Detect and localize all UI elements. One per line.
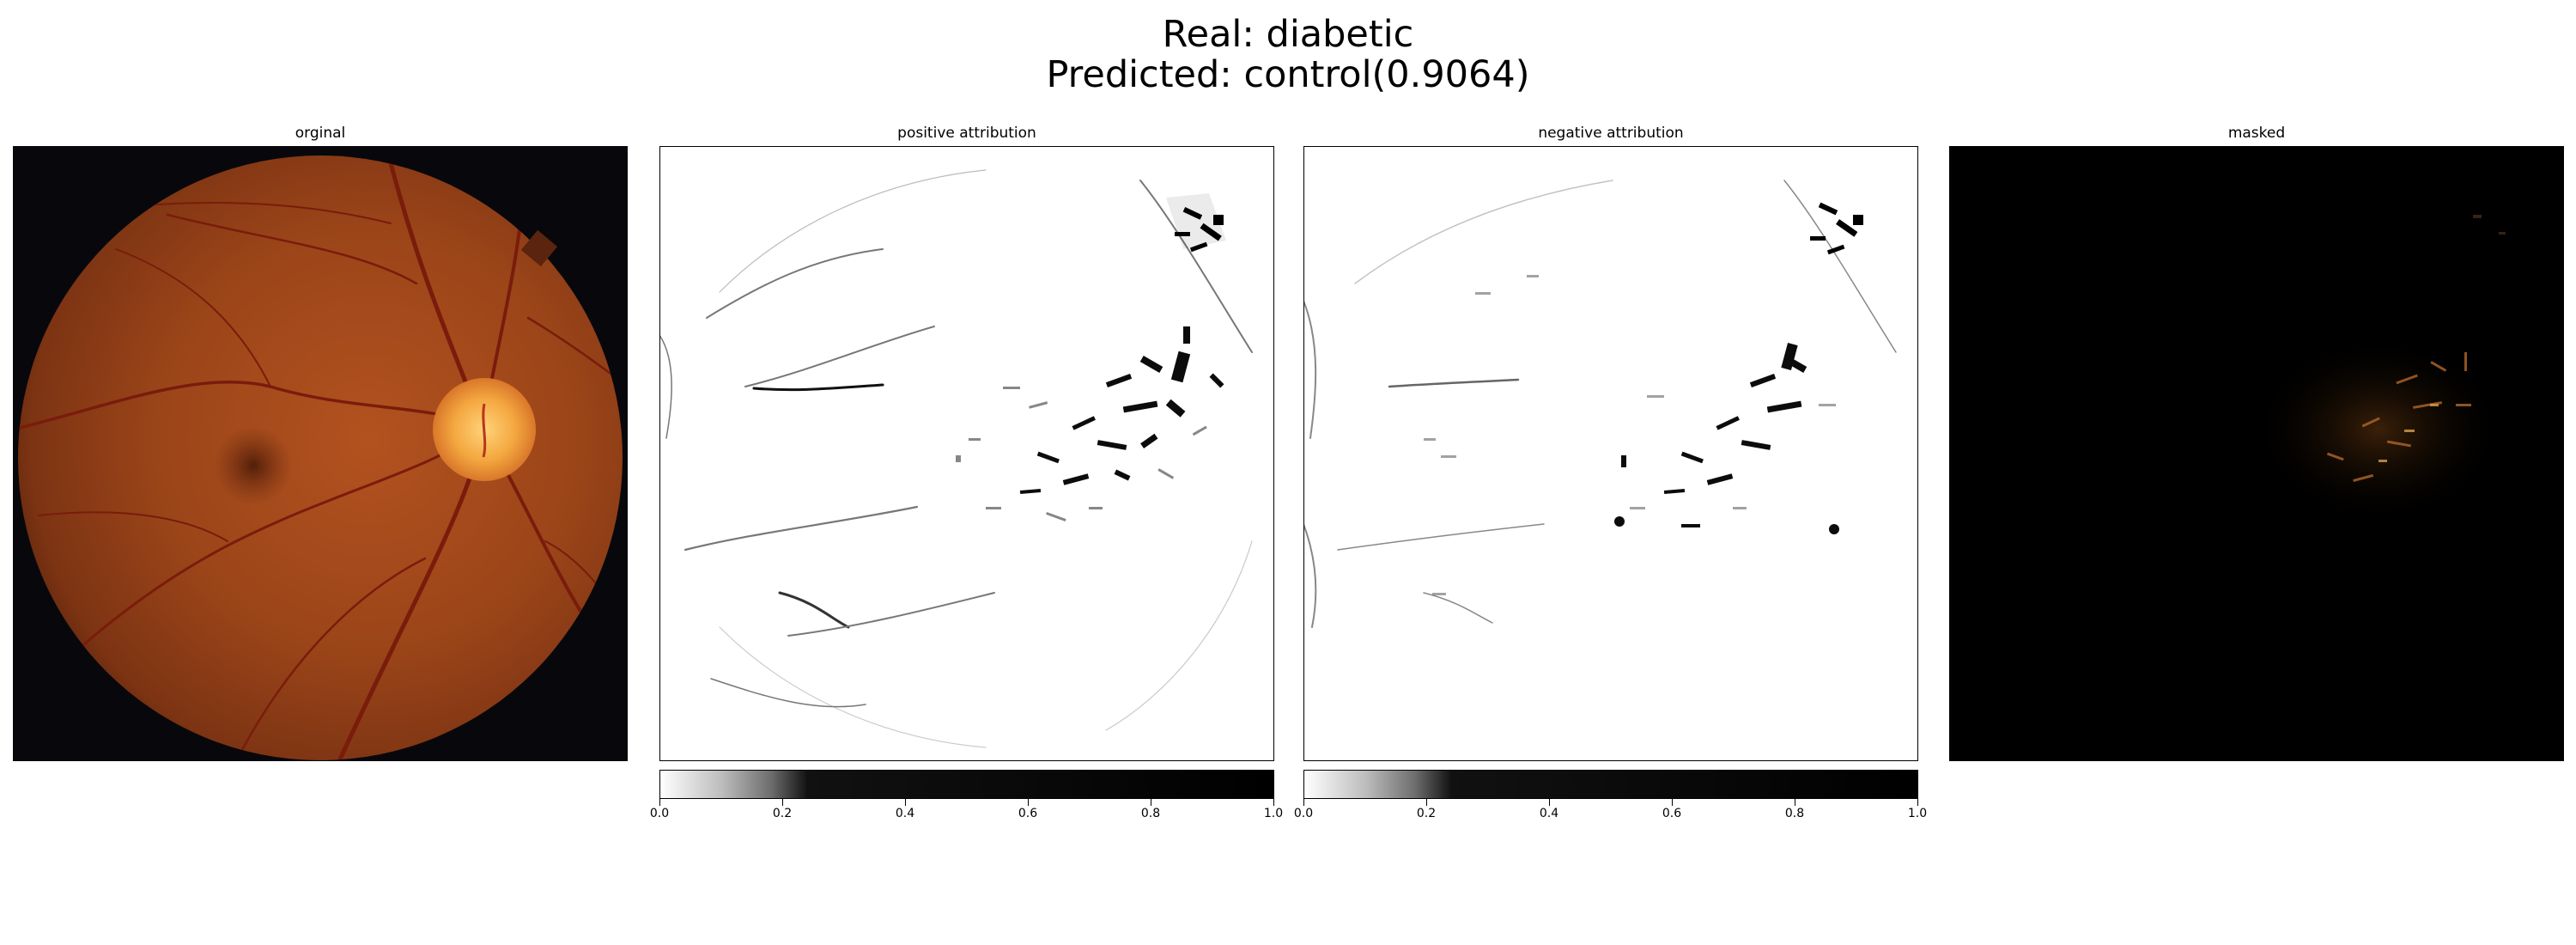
colorbar-positive	[659, 770, 1274, 799]
colorbar-negative-tick	[1917, 799, 1918, 806]
colorbar-negative-tick	[1672, 799, 1673, 806]
colorbar-negative-tick-label: 0.0	[1293, 807, 1314, 820]
colorbar-negative-tick	[1549, 799, 1550, 806]
colorbar-positive-tick-label: 0.6	[1018, 807, 1038, 820]
colorbar-negative-tick	[1303, 799, 1304, 806]
panel-title-original: orginal	[295, 125, 346, 142]
colorbar-positive-tick-label: 1.0	[1263, 807, 1284, 820]
panel-title-positive-attribution: positive attribution	[897, 125, 1036, 142]
colorbar-positive-tick-label: 0.4	[895, 807, 915, 820]
colorbar-positive-tick-label: 0.0	[649, 807, 670, 820]
colorbar-positive-tick-label: 0.8	[1140, 807, 1161, 820]
colorbar-positive-tick-label: 0.2	[772, 807, 793, 820]
colorbar-negative-tick-label: 0.2	[1416, 807, 1437, 820]
colorbar-negative-tick-label: 0.8	[1784, 807, 1805, 820]
positive-attribution-map	[659, 146, 1274, 761]
colorbar-positive-tick	[1028, 799, 1029, 806]
negative-attribution-map	[1303, 146, 1918, 761]
figure-title-line2: Predicted: control(0.9064)	[1046, 53, 1530, 96]
colorbar-positive-tick	[1273, 799, 1274, 806]
colorbar-negative-tick-label: 1.0	[1907, 807, 1928, 820]
masked-image	[1949, 146, 2564, 761]
colorbar-negative-tick	[1426, 799, 1427, 806]
figure-title-line1: Real: diabetic	[1162, 13, 1414, 56]
colorbar-positive-tick	[782, 799, 783, 806]
colorbar-positive-tick	[659, 799, 660, 806]
colorbar-negative	[1303, 770, 1918, 799]
colorbar-positive-tick	[905, 799, 906, 806]
panel-title-negative-attribution: negative attribution	[1538, 125, 1684, 142]
panel-title-masked: masked	[2227, 125, 2286, 142]
colorbar-negative-tick-label: 0.4	[1539, 807, 1559, 820]
colorbar-negative-tick-label: 0.6	[1662, 807, 1682, 820]
original-fundus-image	[13, 146, 628, 761]
